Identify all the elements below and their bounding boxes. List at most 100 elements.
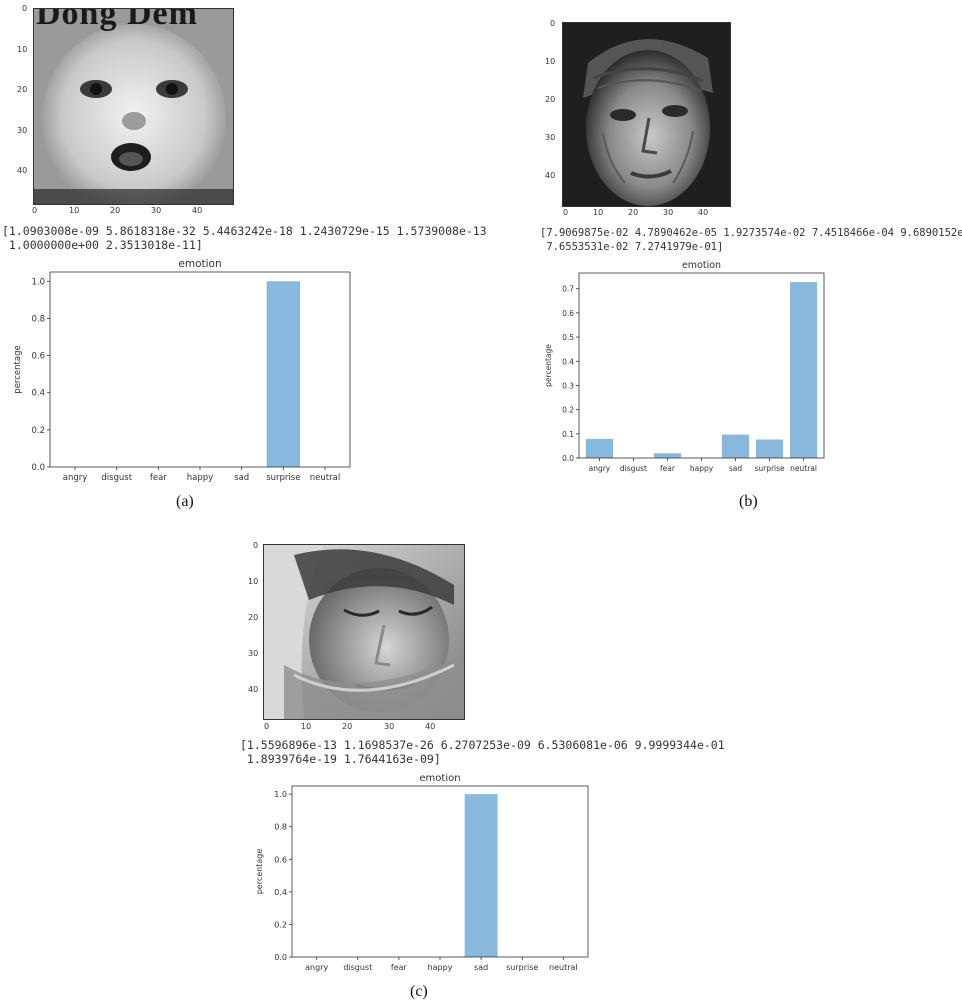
y-axis-label: percentage <box>544 344 553 387</box>
image-x-tick: 0 <box>264 722 270 731</box>
image-y-tick: 10 <box>248 577 259 586</box>
y-tick-label: 0.0 <box>31 463 45 473</box>
face-image-woman <box>263 544 465 720</box>
emotion-bar-chart-a: emotion percentage 0.0 0.2 0.4 0.6 0.8 1.0 angry… <box>13 258 351 483</box>
bar-fear <box>653 453 682 458</box>
probabilities-line-2: 1.8939764e-19 1.7644163e-09] <box>240 752 441 766</box>
y-axis-label: percentage <box>255 849 264 895</box>
y-tick-label: 0.4 <box>562 357 574 366</box>
image-y-tick: 20 <box>545 95 556 104</box>
y-tick-label: 0.2 <box>31 426 45 436</box>
y-tick-label: 1.0 <box>31 277 45 287</box>
y-tick-label: 0.0 <box>274 953 287 962</box>
x-tick-label-fear: fear <box>391 963 408 972</box>
image-watermark-text: Dong Dem <box>36 8 198 32</box>
y-tick-label: 0.8 <box>274 823 287 832</box>
x-tick-label-angry: angry <box>589 464 611 473</box>
x-tick-label-happy: happy <box>690 464 714 473</box>
emotion-bar-chart-b: emotion percentage 0.0 0.1 0.2 0.3 0.4 0.5 0.6 0.… <box>544 260 825 473</box>
x-tick-label-neutral: neutral <box>310 473 340 483</box>
x-tick-label-sad: sad <box>729 464 743 473</box>
image-y-tick: 20 <box>248 613 259 622</box>
x-tick-label-angry: angry <box>63 473 88 483</box>
image-x-tick: 10 <box>69 206 80 215</box>
caption-c: (c) <box>410 983 428 1000</box>
x-tick-label-disgust: disgust <box>620 464 647 473</box>
y-tick-label: 0.7 <box>562 285 574 294</box>
probabilities-line-1: [1.5596896e-13 1.1698537e-26 6.2707253e-… <box>240 738 725 752</box>
face-image-baby: Dong Dem <box>33 8 234 205</box>
x-tick-label-disgust: disgust <box>343 963 372 972</box>
y-tick-label: 0.5 <box>562 333 574 342</box>
chart-title: emotion <box>682 260 721 271</box>
y-tick-label: 0.6 <box>274 855 287 864</box>
face-woman-drawing <box>264 545 464 719</box>
face-baby-drawing <box>34 9 233 204</box>
x-tick-label-surprise: surprise <box>754 464 785 473</box>
caption-b: (b) <box>739 493 758 510</box>
chart-title: emotion <box>419 773 460 784</box>
emotion-bar-chart-c: emotion percentage 0.0 0.2 0.4 0.6 0.8 1.0 angry… <box>255 773 589 972</box>
bar-surprise <box>266 281 300 467</box>
y-tick-label: 1.0 <box>274 790 287 799</box>
image-x-tick: 40 <box>192 206 203 215</box>
bar-neutral <box>789 282 818 458</box>
bar-surprise <box>755 439 784 458</box>
image-y-tick: 30 <box>545 133 556 142</box>
y-tick-label: 0.2 <box>274 920 287 929</box>
image-y-tick: 10 <box>545 57 556 66</box>
bar-angry <box>585 438 614 458</box>
image-y-tick: 30 <box>248 649 259 658</box>
image-x-tick: 30 <box>663 208 674 217</box>
plot-frame <box>578 272 825 459</box>
probabilities-line-2: 1.0000000e+00 2.3513018e-11] <box>2 238 203 252</box>
x-tick-label-sad: sad <box>234 473 249 483</box>
image-x-tick: 0 <box>32 206 38 215</box>
x-tick-label-surprise: surprise <box>266 473 300 483</box>
bar-sad <box>721 434 750 458</box>
x-tick-label-disgust: disgust <box>101 473 132 483</box>
image-y-tick: 10 <box>17 45 28 54</box>
y-tick-label: 0.6 <box>31 352 45 362</box>
plot-frame <box>49 271 351 468</box>
image-x-tick: 10 <box>593 208 604 217</box>
x-tick-label-neutral: neutral <box>549 963 578 972</box>
plot-frame <box>291 785 589 958</box>
image-y-tick: 40 <box>248 685 259 694</box>
image-x-tick: 20 <box>342 722 353 731</box>
y-tick-label: 0.4 <box>31 389 45 399</box>
y-tick-label: 0.2 <box>562 406 574 415</box>
image-x-tick: 40 <box>698 208 709 217</box>
probabilities-line-1: [7.9069875e-02 4.7890462e-05 1.9273574e-… <box>540 227 962 239</box>
face-image-man <box>562 22 731 207</box>
x-tick-label-angry: angry <box>305 963 328 972</box>
probabilities-line-1: [1.0903008e-09 5.8618318e-32 5.4463242e-… <box>2 224 487 238</box>
image-x-tick: 40 <box>425 722 436 731</box>
image-x-tick: 0 <box>563 208 569 217</box>
image-x-tick: 20 <box>628 208 639 217</box>
caption-a: (a) <box>176 493 194 510</box>
x-tick-label-fear: fear <box>660 464 676 473</box>
face-man-drawing <box>563 23 730 206</box>
x-tick-label-neutral: neutral <box>790 464 817 473</box>
x-tick-label-fear: fear <box>150 473 167 483</box>
y-tick-label: 0.6 <box>562 309 574 318</box>
x-tick-label-sad: sad <box>474 963 488 972</box>
image-x-tick: 20 <box>110 206 121 215</box>
image-y-tick: 0 <box>253 541 259 550</box>
x-tick-label-happy: happy <box>187 473 213 483</box>
image-y-tick: 0 <box>550 19 556 28</box>
image-x-tick: 10 <box>301 722 312 731</box>
image-y-tick: 40 <box>545 171 556 180</box>
image-x-tick: 30 <box>384 722 395 731</box>
image-y-tick: 40 <box>17 166 28 175</box>
y-tick-label: 0.0 <box>562 454 574 463</box>
image-x-tick: 30 <box>151 206 162 215</box>
image-y-tick: 20 <box>17 85 28 94</box>
y-tick-label: 0.8 <box>31 314 45 324</box>
bar-sad <box>464 794 498 957</box>
x-tick-label-surprise: surprise <box>506 963 538 972</box>
y-tick-label: 0.3 <box>562 381 574 390</box>
y-tick-label: 0.1 <box>562 430 574 439</box>
image-y-tick: 30 <box>17 126 28 135</box>
